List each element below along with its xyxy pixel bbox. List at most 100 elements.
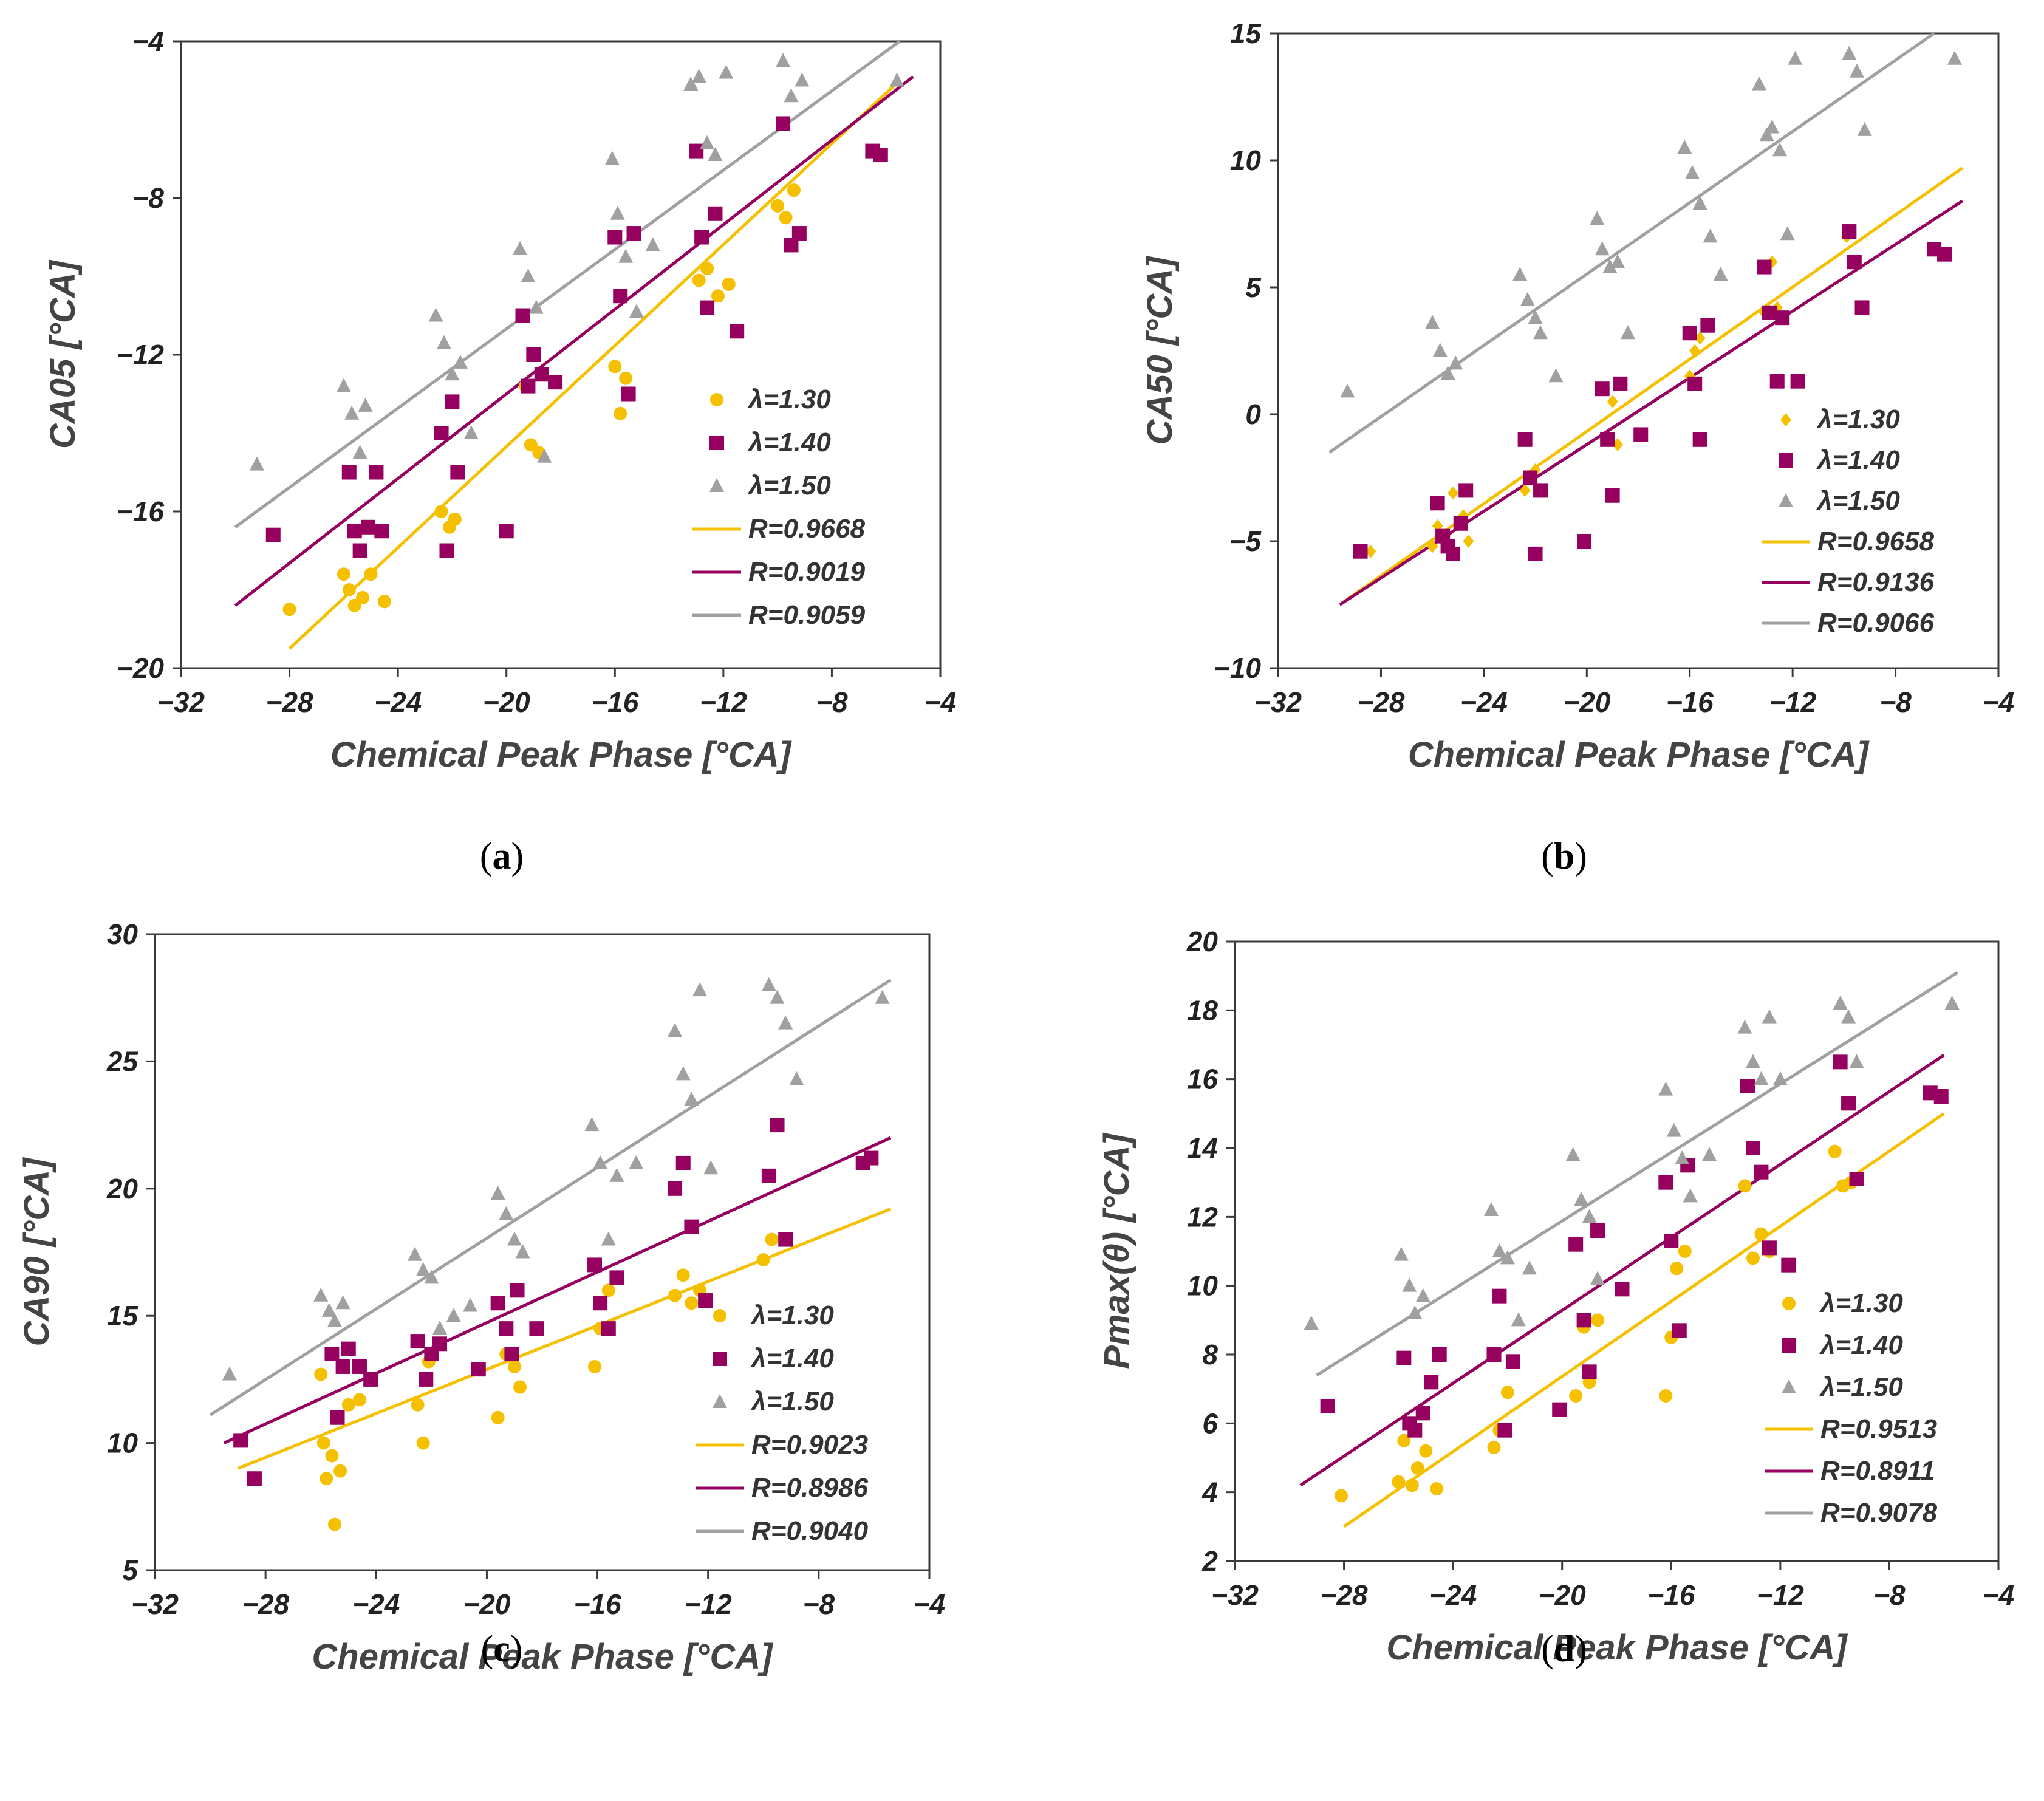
legend-marker-swatch [709, 478, 724, 492]
data-point [1512, 267, 1528, 281]
data-point [419, 1372, 434, 1387]
data-point [676, 1268, 690, 1282]
data-point [778, 1015, 793, 1030]
data-point [1595, 241, 1610, 256]
data-point [593, 1155, 608, 1169]
data-point [1659, 1389, 1673, 1403]
legend-marker-swatch [710, 393, 723, 406]
data-point [445, 394, 460, 409]
data-point [698, 1293, 713, 1308]
data-point [1407, 1305, 1423, 1319]
data-point [765, 1232, 779, 1246]
data-point [344, 405, 360, 420]
data-point [534, 367, 549, 382]
data-point [875, 989, 890, 1004]
data-point [1675, 1150, 1690, 1164]
x-tick-label: −16 [1647, 1579, 1695, 1611]
data-point [779, 211, 793, 225]
data-point [614, 406, 627, 420]
data-point [608, 360, 622, 374]
data-point [335, 1295, 350, 1310]
y-tick-label: 5 [1245, 272, 1262, 303]
data-point [1842, 46, 1857, 60]
data-point [1505, 1354, 1520, 1369]
data-point [1670, 1262, 1684, 1276]
data-point [504, 1347, 519, 1362]
data-point [1353, 544, 1368, 559]
data-point [1523, 470, 1538, 485]
data-point [325, 1449, 339, 1463]
x-tick-label: −32 [1254, 686, 1302, 718]
data-point [1658, 1081, 1673, 1096]
x-tick-label: −12 [1769, 686, 1816, 718]
legend-entry-label: R=0.8911 [1820, 1456, 1935, 1486]
data-point [1453, 516, 1468, 531]
data-point [510, 1283, 525, 1298]
data-point [1694, 331, 1706, 345]
data-point [1842, 224, 1857, 239]
x-axis-label: Chemical Peak Phase [°CA] [1386, 1628, 1848, 1667]
data-point [1582, 1209, 1597, 1223]
data-point [1425, 315, 1440, 329]
data-point [1393, 1246, 1409, 1261]
data-point [791, 226, 807, 241]
x-tick-label: −8 [1879, 686, 1912, 718]
data-point [499, 524, 514, 539]
data-point [730, 324, 745, 339]
data-point [1569, 1389, 1583, 1403]
data-point [463, 425, 479, 439]
data-point [416, 1436, 430, 1450]
plot-area [209, 977, 892, 1531]
data-point [1591, 1313, 1605, 1327]
data-point [411, 1398, 425, 1412]
y-axis-label: CA50 [°CA] [1140, 256, 1180, 445]
data-point [1576, 1313, 1591, 1328]
x-tick-label: −24 [374, 686, 422, 718]
data-point [537, 448, 552, 463]
data-point [352, 1359, 367, 1374]
data-point [1492, 1288, 1507, 1304]
data-point [358, 397, 373, 412]
data-point [889, 72, 904, 87]
data-point [446, 1308, 461, 1322]
data-point [434, 426, 449, 440]
data-point [1405, 1478, 1419, 1492]
x-tick-label: −4 [914, 1588, 945, 1620]
data-point [1677, 140, 1692, 154]
data-point [675, 1066, 691, 1081]
data-point [668, 1288, 682, 1302]
data-point [1933, 1089, 1949, 1104]
data-point [1500, 1386, 1514, 1399]
data-point [1519, 484, 1531, 497]
data-point [795, 72, 810, 87]
y-tick-label: 15 [1230, 18, 1262, 49]
data-point [1683, 1188, 1698, 1203]
data-point [1548, 368, 1564, 383]
caption-paren-close: ) [510, 1628, 523, 1670]
data-point [342, 583, 356, 596]
data-point [784, 88, 799, 103]
legend-entry-label: R=0.9023 [751, 1430, 868, 1460]
data-point [1528, 546, 1543, 561]
data-point [327, 1313, 342, 1327]
data-point [1621, 325, 1636, 340]
data-point [471, 1362, 486, 1377]
data-point [1672, 1323, 1687, 1338]
data-point [1595, 381, 1610, 397]
data-point [1522, 1260, 1537, 1275]
x-tick-label: −32 [157, 686, 205, 718]
legend-entry-label: λ=1.40 [1819, 1330, 1903, 1360]
data-point [629, 1155, 644, 1169]
data-point [1633, 427, 1649, 442]
data-point [491, 1410, 505, 1424]
x-tick-label: −32 [131, 1588, 179, 1620]
data-point [1320, 1399, 1335, 1413]
data-point [621, 386, 636, 402]
legend-entry-label: R=0.9078 [1820, 1498, 1938, 1528]
data-point [776, 53, 791, 67]
data-point [691, 69, 706, 83]
data-point [1937, 247, 1952, 262]
data-point [1769, 374, 1785, 389]
legend: λ=1.30 λ=1.40 λ=1.50 R=0.9668 R=0.9019 R=0.90… [692, 384, 866, 630]
data-point [1762, 305, 1777, 320]
